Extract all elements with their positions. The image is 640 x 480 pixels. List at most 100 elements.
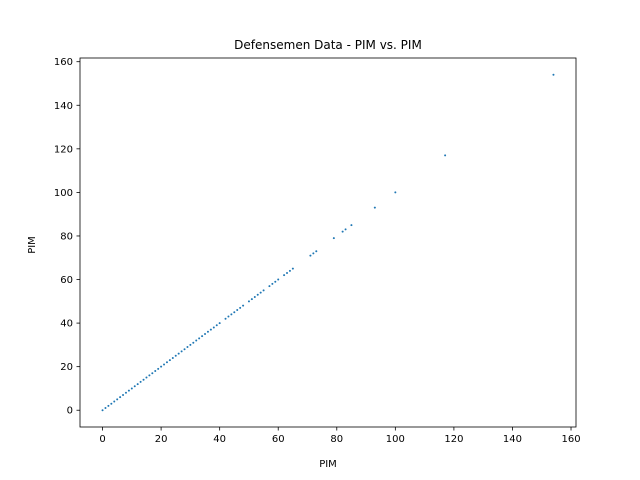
data-point (142, 378, 145, 381)
data-point (236, 309, 239, 312)
data-point (183, 348, 186, 351)
data-point (119, 396, 122, 399)
data-point (332, 237, 335, 240)
data-point (239, 306, 242, 309)
data-point (283, 274, 286, 277)
x-tick-label: 60 (272, 434, 285, 445)
data-point (227, 315, 230, 318)
data-point (274, 280, 277, 283)
data-point (350, 224, 353, 227)
data-point (104, 407, 107, 410)
data-point (444, 154, 447, 157)
data-point (154, 370, 157, 373)
data-point (373, 206, 376, 209)
data-point (186, 346, 189, 349)
y-tick-label: 20 (60, 362, 73, 373)
x-axis-ticks: 0 20 40 60 80 100 120 140 160 (99, 427, 581, 445)
data-point (256, 293, 259, 296)
data-point (116, 398, 119, 401)
data-point (247, 300, 250, 303)
data-point (233, 311, 236, 314)
data-point (139, 380, 142, 383)
data-point (148, 374, 151, 377)
data-point (344, 228, 347, 231)
plot-area (79, 57, 577, 428)
data-point (552, 73, 555, 76)
y-tick-label: 40 (60, 319, 73, 330)
data-point (394, 191, 397, 194)
data-point (145, 376, 148, 379)
y-axis-label: PIM (27, 236, 38, 254)
data-point (277, 278, 280, 281)
data-point (101, 409, 104, 412)
data-point (165, 361, 168, 364)
data-point (192, 341, 195, 344)
data-point (168, 359, 171, 362)
data-point (136, 383, 139, 386)
data-point (122, 393, 125, 396)
y-tick-label: 60 (60, 275, 73, 286)
data-point (288, 269, 291, 272)
y-tick-label: 120 (54, 144, 73, 155)
chart-title: Defensemen Data - PIM vs. PIM (234, 38, 422, 52)
data-point (204, 332, 207, 335)
data-point (171, 356, 174, 359)
x-axis-label: PIM (319, 459, 337, 470)
data-point (262, 289, 265, 292)
data-point (268, 285, 271, 288)
data-point (110, 402, 113, 405)
data-point (209, 328, 212, 331)
data-point (286, 271, 289, 274)
x-tick-label: 20 (155, 434, 168, 445)
data-point (215, 324, 218, 327)
data-point (189, 343, 192, 346)
x-tick-label: 160 (561, 434, 580, 445)
y-tick-label: 140 (54, 101, 73, 112)
data-point (157, 367, 160, 370)
data-point (107, 404, 110, 407)
x-tick-label: 120 (444, 434, 463, 445)
data-point (130, 387, 133, 390)
data-point (315, 250, 318, 253)
data-point (113, 400, 116, 403)
x-tick-label: 140 (503, 434, 522, 445)
data-point (312, 252, 315, 255)
data-point (151, 372, 154, 375)
data-point (253, 295, 256, 298)
data-point (271, 282, 274, 285)
y-axis-ticks: 0 20 40 60 80 100 120 140 160 (54, 57, 80, 417)
data-point (212, 326, 215, 329)
y-tick-label: 160 (54, 57, 73, 68)
data-point (242, 304, 245, 307)
x-tick-label: 80 (330, 434, 343, 445)
data-point (180, 350, 183, 353)
x-tick-label: 40 (213, 434, 226, 445)
data-point (230, 313, 233, 316)
data-point (160, 365, 163, 368)
data-point (177, 352, 180, 355)
data-point (259, 291, 262, 294)
data-point (341, 230, 344, 233)
y-tick-label: 0 (67, 406, 73, 417)
data-point (206, 330, 209, 333)
data-point (163, 363, 166, 366)
data-point (218, 322, 221, 325)
data-points (101, 73, 555, 412)
data-point (195, 339, 198, 342)
data-point (127, 389, 130, 392)
data-point (174, 354, 177, 357)
data-point (124, 391, 127, 394)
data-point (198, 337, 201, 340)
data-point (309, 254, 312, 257)
y-tick-label: 100 (54, 188, 73, 199)
data-point (201, 335, 204, 338)
plot-frame (79, 57, 577, 428)
data-point (224, 317, 227, 320)
x-tick-label: 100 (386, 434, 405, 445)
y-tick-label: 80 (60, 231, 73, 242)
data-point (133, 385, 136, 388)
data-point (250, 298, 253, 301)
